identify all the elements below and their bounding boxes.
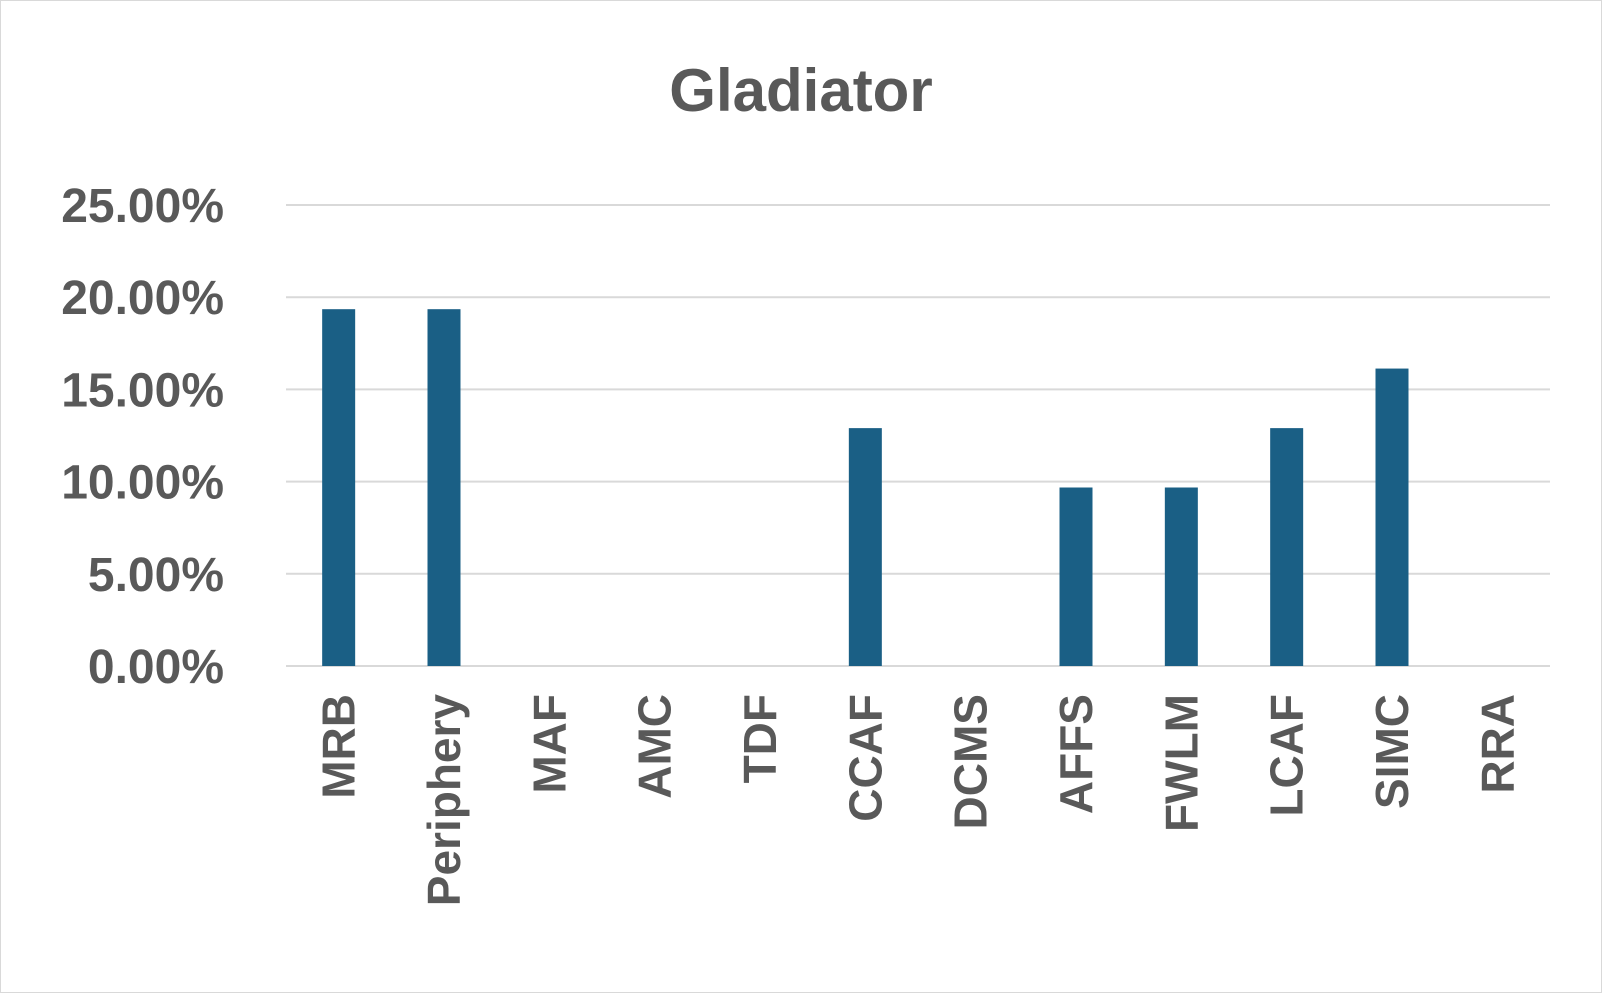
x-tick-label: DCMS	[945, 694, 997, 829]
y-tick-label: 25.00%	[61, 180, 224, 233]
bar-simc	[1375, 368, 1409, 666]
x-tick-label: AMC	[629, 694, 681, 799]
x-tick-label: MAF	[523, 694, 575, 794]
gridlines	[286, 204, 1550, 667]
y-tick-label: 15.00%	[61, 364, 224, 417]
x-tick-label: RRA	[1471, 694, 1523, 794]
x-tick-label: AFFS	[1050, 694, 1102, 814]
y-tick-label: 10.00%	[61, 457, 224, 510]
y-axis-ticks: 0.00% 5.00% 10.00% 15.00% 20.00% 25.00%	[61, 180, 224, 694]
y-tick-label: 0.00%	[88, 641, 224, 694]
bar-periphery	[427, 309, 461, 666]
chart-title: Gladiator	[669, 57, 932, 124]
bars	[322, 309, 1409, 666]
x-tick-label: Periphery	[418, 694, 470, 907]
bar-lcaf	[1270, 428, 1304, 666]
y-tick-label: 5.00%	[88, 549, 224, 602]
bar-ccaf	[848, 428, 882, 666]
x-tick-label: FWLM	[1155, 694, 1207, 832]
x-tick-label: SIMC	[1366, 694, 1418, 809]
x-tick-label: TDF	[734, 694, 786, 783]
bar-fwlm	[1164, 487, 1198, 666]
y-tick-label: 20.00%	[61, 272, 224, 325]
x-tick-label: CCAF	[839, 694, 891, 822]
x-axis-ticks: MRB Periphery MAF AMC TDF CCAF DCMS AFFS FWLM LCA…	[313, 694, 1524, 907]
bar-mrb	[322, 309, 356, 666]
x-tick-label: MRB	[313, 694, 365, 799]
x-tick-label: LCAF	[1261, 694, 1313, 817]
bar-affs	[1059, 487, 1093, 666]
